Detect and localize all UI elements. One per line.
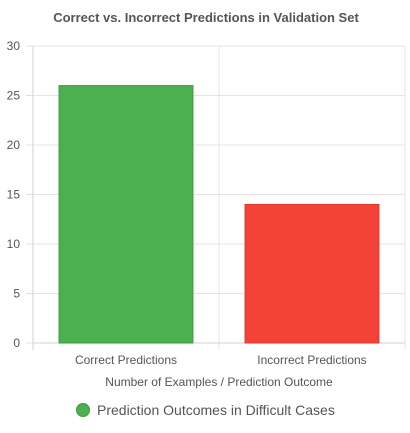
chart-title: Correct vs. Incorrect Predictions in Val… [53,10,359,25]
legend-marker-icon [76,403,90,417]
y-tick-label: 10 [7,237,21,251]
bar [58,85,194,344]
y-tick-label: 30 [7,39,21,53]
x-tick-label: Correct Predictions [75,353,177,367]
bar [244,203,380,344]
y-tick-label: 15 [7,188,21,202]
legend-label: Prediction Outcomes in Difficult Cases [97,402,335,418]
y-axis-ticks: 0 5 10 15 20 25 30 [7,39,33,350]
y-tick-label: 0 [13,336,20,350]
x-tick-label: Incorrect Predictions [257,353,366,367]
bars [58,85,380,344]
y-tick-label: 5 [13,287,20,301]
x-axis-title: Number of Examples / Prediction Outcome [105,375,333,389]
y-tick-label: 20 [7,138,21,152]
x-axis-ticks: Correct Predictions Incorrect Predictions [75,353,367,367]
legend[interactable]: Prediction Outcomes in Difficult Cases [76,402,335,418]
y-tick-label: 25 [7,89,21,103]
